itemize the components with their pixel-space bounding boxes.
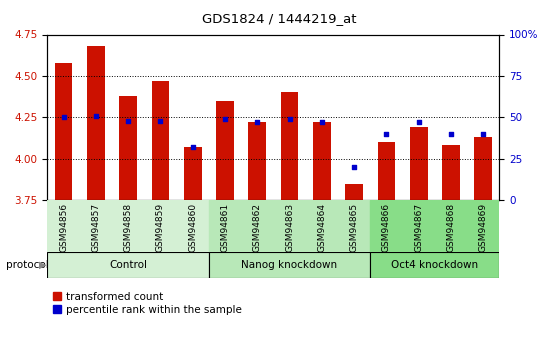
Point: [124, 118, 133, 124]
Text: GSM94857: GSM94857: [92, 203, 100, 252]
Text: GSM94858: GSM94858: [124, 203, 133, 252]
Point: [59, 115, 68, 120]
Bar: [371, 200, 499, 252]
Point: [220, 116, 229, 122]
Text: GSM94861: GSM94861: [220, 203, 229, 252]
Text: GSM94862: GSM94862: [253, 203, 262, 252]
Legend: transformed count, percentile rank within the sample: transformed count, percentile rank withi…: [52, 292, 242, 315]
Bar: [410, 127, 427, 200]
Text: GSM94867: GSM94867: [414, 203, 423, 252]
Text: GSM94863: GSM94863: [285, 203, 294, 252]
Bar: [47, 200, 209, 252]
FancyBboxPatch shape: [47, 252, 209, 278]
Point: [188, 144, 197, 150]
Text: protocol: protocol: [6, 260, 49, 270]
Bar: [152, 81, 169, 200]
FancyBboxPatch shape: [209, 252, 371, 278]
Text: ▶: ▶: [39, 260, 46, 270]
Point: [156, 118, 165, 124]
Bar: [378, 142, 395, 200]
Text: GSM94869: GSM94869: [479, 203, 488, 252]
Bar: [313, 122, 331, 200]
Bar: [474, 137, 492, 200]
Bar: [248, 122, 266, 200]
FancyBboxPatch shape: [371, 252, 499, 278]
Text: GSM94859: GSM94859: [156, 203, 165, 252]
Bar: [216, 101, 234, 200]
Bar: [184, 147, 201, 200]
Point: [382, 131, 391, 137]
Text: Control: Control: [109, 260, 147, 270]
Text: GSM94868: GSM94868: [446, 203, 455, 252]
Bar: [119, 96, 137, 200]
Point: [253, 119, 262, 125]
Bar: [345, 184, 363, 200]
Point: [479, 131, 488, 137]
Text: GSM94860: GSM94860: [188, 203, 197, 252]
Text: GSM94865: GSM94865: [350, 203, 359, 252]
Point: [285, 116, 294, 122]
Bar: [442, 146, 460, 200]
Text: GSM94864: GSM94864: [318, 203, 326, 252]
Point: [92, 113, 100, 118]
Text: GSM94866: GSM94866: [382, 203, 391, 252]
Point: [318, 119, 326, 125]
Bar: [209, 200, 371, 252]
Bar: [281, 92, 299, 200]
Text: GDS1824 / 1444219_at: GDS1824 / 1444219_at: [202, 12, 356, 25]
Point: [446, 131, 455, 137]
Text: GSM94856: GSM94856: [59, 203, 68, 252]
Bar: [87, 46, 105, 200]
Text: Oct4 knockdown: Oct4 knockdown: [391, 260, 478, 270]
Point: [350, 164, 359, 170]
Point: [414, 119, 423, 125]
Text: Nanog knockdown: Nanog knockdown: [242, 260, 338, 270]
Bar: [55, 63, 73, 200]
